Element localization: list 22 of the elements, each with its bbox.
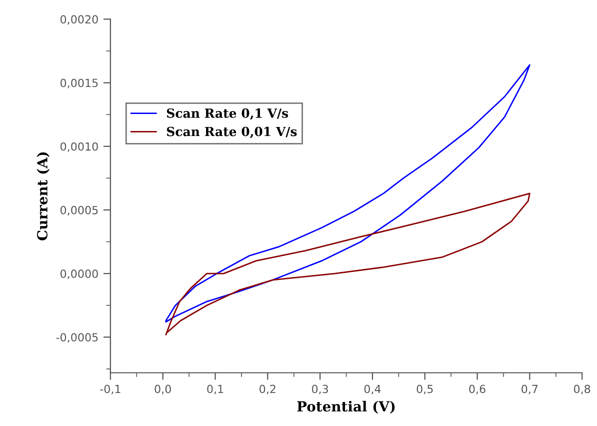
x-tick-label: -0,1 bbox=[100, 384, 120, 394]
x-tick-label: 0,1 bbox=[207, 384, 224, 394]
y-tick-label: 0,0020 bbox=[60, 15, 98, 25]
x-tick-label: 0,8 bbox=[574, 384, 590, 394]
y-tick-label: 0,0005 bbox=[60, 206, 98, 216]
legend-label: Scan Rate 0,01 V/s bbox=[166, 126, 297, 138]
y-tick-label: 0,0010 bbox=[60, 142, 98, 152]
x-tick-label: 0,6 bbox=[469, 384, 486, 394]
y-tick-label: 0,0015 bbox=[60, 78, 98, 88]
x-tick-label: 0,7 bbox=[522, 384, 538, 394]
y-tick-label: -0,0005 bbox=[56, 333, 98, 343]
x-tick-label: 0,5 bbox=[416, 384, 433, 394]
x-axis-title: Potential (V) bbox=[297, 400, 395, 414]
y-axis-title: Current (A) bbox=[36, 152, 50, 240]
y-tick-label: 0,0000 bbox=[60, 270, 98, 280]
line-series bbox=[165, 192, 530, 336]
x-tick-label: 0,2 bbox=[260, 384, 276, 394]
legend-label: Scan Rate 0,1 V/s bbox=[166, 108, 288, 120]
line-series bbox=[165, 64, 530, 323]
x-tick-label: 0,3 bbox=[312, 384, 328, 394]
x-tick-label: 0,0 bbox=[154, 384, 171, 394]
x-tick-label: 0,4 bbox=[364, 384, 381, 394]
